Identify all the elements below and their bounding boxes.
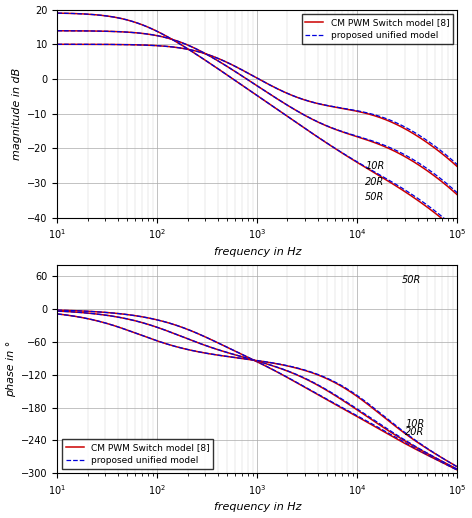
Text: 50R: 50R bbox=[402, 275, 421, 285]
Legend: CM PWM Switch model [8], proposed unified model: CM PWM Switch model [8], proposed unifie… bbox=[302, 14, 453, 44]
X-axis label: frequency in Hz: frequency in Hz bbox=[214, 247, 301, 257]
Text: 20R: 20R bbox=[405, 427, 424, 437]
Text: 10R: 10R bbox=[365, 161, 385, 171]
Y-axis label: phase in °: phase in ° bbox=[6, 341, 16, 397]
Text: 50R: 50R bbox=[365, 192, 385, 203]
Text: 20R: 20R bbox=[365, 177, 385, 187]
Text: 10R: 10R bbox=[405, 419, 424, 429]
Legend: CM PWM Switch model [8], proposed unified model: CM PWM Switch model [8], proposed unifie… bbox=[62, 439, 213, 469]
X-axis label: frequency in Hz: frequency in Hz bbox=[214, 502, 301, 512]
Y-axis label: magnitude in dB: magnitude in dB bbox=[12, 67, 22, 160]
